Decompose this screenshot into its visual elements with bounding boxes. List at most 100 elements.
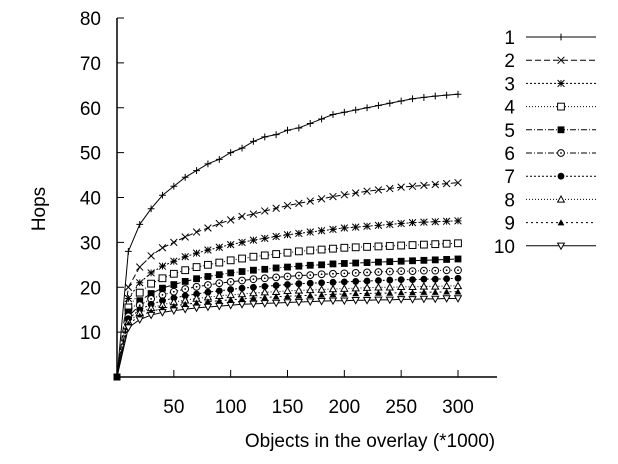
legend-item: 6 [504, 144, 596, 165]
y-axis-title: Hops [29, 187, 50, 231]
data-point [261, 294, 269, 301]
data-point [374, 242, 383, 251]
data-point [431, 217, 440, 226]
data-point [204, 298, 212, 305]
data-point [317, 270, 326, 279]
data-point [124, 247, 132, 255]
data-point [363, 259, 371, 266]
data-point [431, 295, 440, 304]
x-tick-label: 200 [328, 397, 360, 418]
legend-marker [557, 102, 565, 111]
data-point [238, 238, 246, 247]
legend-item: 7 [504, 167, 596, 188]
data-point [249, 236, 258, 244]
data-point [420, 94, 428, 101]
data-point [147, 252, 155, 260]
data-point [181, 292, 189, 300]
data-point [192, 228, 201, 236]
data-point [169, 287, 178, 296]
legend-marker [557, 219, 565, 226]
data-point [181, 266, 190, 275]
series-6 [116, 266, 462, 378]
data-point [408, 218, 417, 227]
data-point [204, 273, 212, 280]
data-point [193, 167, 200, 174]
data-point [169, 269, 178, 278]
legend-label: 7 [504, 167, 515, 188]
data-point [351, 243, 360, 252]
data-point [135, 316, 144, 324]
data-point [135, 279, 144, 287]
data-point [146, 311, 156, 320]
data-point [147, 205, 155, 213]
data-point [295, 229, 303, 238]
y-tick-label: 50 [80, 144, 101, 165]
data-point [340, 290, 348, 297]
y-tick-label: 80 [80, 9, 101, 30]
data-point [170, 238, 178, 247]
data-point [352, 259, 360, 267]
legend-label: 5 [504, 121, 515, 142]
data-point [408, 296, 417, 304]
data-point [295, 280, 303, 288]
x-tick-label: 100 [215, 397, 247, 418]
data-point [453, 295, 463, 303]
data-point [397, 183, 405, 191]
data-point [374, 186, 383, 194]
data-point [227, 296, 235, 303]
data-point [238, 254, 246, 263]
series-3 [116, 217, 462, 378]
data-point [419, 281, 429, 290]
data-point [193, 290, 200, 298]
data-point [409, 276, 416, 284]
data-point [261, 282, 269, 290]
data-point [318, 115, 325, 123]
data-point [329, 111, 337, 118]
legend-marker [556, 242, 566, 251]
data-point [227, 149, 235, 157]
data-point [454, 274, 462, 282]
data-point [374, 221, 383, 230]
data-point [192, 282, 201, 291]
data-point [374, 296, 383, 305]
legend-label: 6 [504, 144, 515, 165]
legend-label: 9 [504, 214, 515, 235]
data-point [340, 108, 348, 116]
data-point [409, 257, 416, 265]
data-point [295, 292, 303, 299]
data-point [374, 268, 383, 276]
data-point [204, 160, 212, 168]
series-10 [116, 295, 463, 378]
data-point [215, 271, 223, 279]
data-point [181, 300, 189, 308]
data-point [351, 223, 360, 231]
data-point [397, 276, 405, 284]
data-point [272, 282, 280, 289]
data-point [318, 279, 325, 287]
data-point [385, 242, 394, 250]
legend-item: 9 [504, 214, 596, 235]
data-point [158, 262, 167, 270]
data-point [181, 285, 190, 293]
data-point [363, 242, 371, 251]
data-point [261, 234, 269, 243]
data-point [124, 324, 133, 333]
data-point [420, 181, 428, 190]
data-point [443, 275, 451, 283]
data-point [215, 243, 224, 252]
data-point [318, 261, 325, 269]
data-point [215, 297, 223, 304]
data-point [261, 133, 269, 141]
data-point [329, 278, 337, 286]
data-point [192, 263, 201, 271]
data-point [408, 267, 417, 275]
data-point [227, 286, 235, 293]
series-line [116, 297, 458, 378]
data-point [250, 266, 257, 274]
data-point [283, 248, 292, 257]
data-point [305, 298, 315, 307]
data-point [136, 221, 144, 228]
data-point [238, 268, 246, 275]
data-point [386, 99, 394, 107]
legend-item: 5 [504, 121, 596, 142]
